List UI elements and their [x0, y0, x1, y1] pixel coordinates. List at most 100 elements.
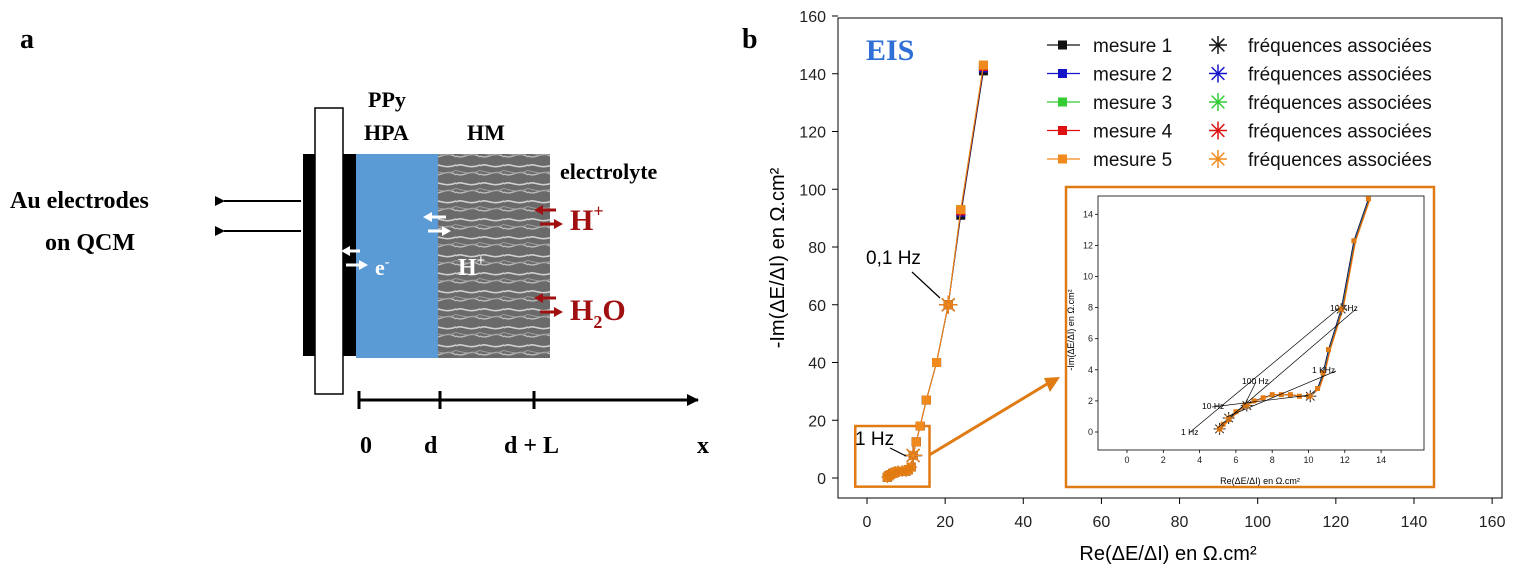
inset-y-axis-title: -Im(ΔE/ΔI) en Ω.cm² [1066, 289, 1076, 370]
legend-label-5: mesure 5 [1093, 150, 1172, 171]
zoom-connector-arrow [928, 382, 1048, 457]
inset-y-tick-label-6: 6 [1088, 334, 1093, 344]
main-frequency-markers [881, 295, 958, 484]
main-x-tick-label-160: 160 [1479, 514, 1506, 531]
main-x-tick-label-20: 20 [936, 514, 954, 531]
main-x-tick-label-60: 60 [1093, 514, 1111, 531]
inset-x-tick-label-0: 0 [1124, 455, 1129, 465]
main-x-tick-label-140: 140 [1401, 514, 1428, 531]
legend-star-label-5: fréquences associées [1248, 150, 1432, 171]
inset-freq-star-orange-1 [1224, 414, 1233, 423]
legend-star-label-4: fréquences associées [1248, 122, 1432, 143]
eis-label: EIS [866, 34, 914, 67]
inset-annotation-0: 10 KHz [1330, 303, 1358, 313]
inset-annotation-3: 10 Hz [1202, 401, 1224, 411]
annotation-1hz-arrow [889, 447, 907, 457]
legend-label-2: mesure 2 [1093, 65, 1172, 86]
inset-y-tick-label-2: 2 [1088, 396, 1093, 406]
inset-x-tick-label-2: 2 [1161, 455, 1166, 465]
inset-point-8 [1278, 392, 1284, 398]
main-point-s5-13 [921, 395, 931, 405]
panel-b-label: b [742, 24, 758, 55]
legend-marker-5 [1058, 154, 1067, 164]
legend-marker-4 [1058, 126, 1067, 135]
main-series-line-2 [886, 67, 984, 478]
legend-star-4 [1209, 121, 1227, 140]
legend-star-3 [1209, 93, 1227, 111]
inset-x-tick-label-10: 10 [1303, 455, 1313, 465]
electron-label: e- [375, 255, 390, 280]
main-x-tick-label-100: 100 [1244, 514, 1271, 531]
main-plot-frame [837, 17, 1503, 499]
main-freq-star-1-5 [904, 446, 923, 465]
legend-star-1 [1209, 36, 1227, 54]
main-series-line-1 [886, 70, 984, 478]
annotation-1hz: 1 Hz [855, 429, 894, 450]
main-point-s5-14 [932, 358, 942, 367]
inset-annotation-arrow-2 [1244, 381, 1257, 405]
main-y-tick-label-20: 20 [808, 413, 826, 430]
zoom-connector-arrowhead [1044, 377, 1060, 392]
inset-y-tick-label-12: 12 [1083, 240, 1093, 250]
layer-ppy-label: PPy [368, 87, 406, 112]
main-x-tick-label-0: 0 [863, 514, 872, 531]
legend: mesure 1 fréquences associées mesure 2 fréq… [1047, 36, 1432, 171]
legend-label-1: mesure 1 [1093, 36, 1172, 57]
legend-marker-2 [1058, 69, 1067, 78]
electron-exchange-arrows [341, 246, 368, 270]
inset-annotation-arrow-3 [1211, 394, 1309, 408]
legend-star-5 [1209, 150, 1227, 168]
annotation-0-1hz: 0,1 Hz [866, 248, 921, 269]
inset-y-tick-label-0: 0 [1088, 427, 1093, 437]
main-lowfreq-star-9 [905, 461, 918, 474]
main-point-s5-17 [978, 60, 988, 70]
qcm-crystal [314, 107, 344, 395]
inset-x-tick-label-6: 6 [1233, 455, 1238, 465]
annotation-0-1hz-arrow [911, 271, 941, 299]
axis-label-d: d [424, 433, 438, 459]
legend-marker-3 [1058, 97, 1067, 107]
legend-star-2 [1209, 64, 1227, 83]
ion-arrows [534, 205, 563, 317]
inset-x-tick-label-12: 12 [1340, 455, 1350, 465]
inset-annotation-arrow-0 [1217, 308, 1357, 429]
electrode-label-line1: Au electrodes [10, 188, 149, 214]
legend-star-label-1: fréquences associées [1248, 36, 1432, 57]
hpa-layer [356, 154, 438, 358]
inset-freq-star-orange-0 [1215, 424, 1224, 433]
main-point-s5-16 [956, 204, 966, 214]
main-series-layer [882, 60, 988, 482]
inset-freq-star-orange-4 [1337, 305, 1346, 314]
legend-star-label-2: fréquences associées [1248, 65, 1432, 86]
inset-annotation-arrow-1 [1226, 370, 1337, 418]
inset-y-tick-label-8: 8 [1088, 303, 1093, 313]
panel-a: a PPy HPA HM electrolyte Au electrodes o… [10, 24, 709, 459]
panel-a-label: a [20, 24, 34, 55]
inset-x-tick-label-4: 4 [1197, 455, 1202, 465]
inset-y-tick-label-14: 14 [1083, 209, 1093, 219]
axis-label-x: x [697, 433, 709, 459]
electrode-label-line2: on QCM [45, 230, 135, 256]
inset-annotation-2: 100 Hz [1242, 376, 1269, 386]
inset-point-12 [1315, 385, 1321, 391]
inset-point-6 [1260, 395, 1266, 401]
legend-star-label-3: fréquences associées [1248, 93, 1432, 114]
proton-label: H+ [458, 253, 485, 281]
legend-label-4: mesure 4 [1093, 122, 1173, 143]
inset-point-5 [1251, 398, 1257, 404]
inset-point-17 [1365, 196, 1371, 202]
inset-freq-star-orange-3 [1306, 392, 1315, 401]
inset-point-13 [1320, 370, 1326, 376]
main-y-tick-label-40: 40 [808, 356, 826, 373]
main-x-axis-title: Re(ΔE/ΔI) en Ω.cm² [1079, 543, 1257, 565]
main-x-tick-label-120: 120 [1322, 514, 1349, 531]
axis-label-0: 0 [360, 433, 372, 459]
layer-hm-label: HM [467, 120, 505, 145]
main-point-s5-12 [915, 421, 925, 431]
inset-axis-ticks: 0 2 4 6 8 10 12 14 0 2 4 6 8 10 12 14 [1083, 209, 1386, 465]
legend-marker-1 [1058, 40, 1067, 50]
main-y-tick-label-120: 120 [799, 125, 826, 142]
axis-label-d-plus-l: d + L [504, 433, 559, 459]
